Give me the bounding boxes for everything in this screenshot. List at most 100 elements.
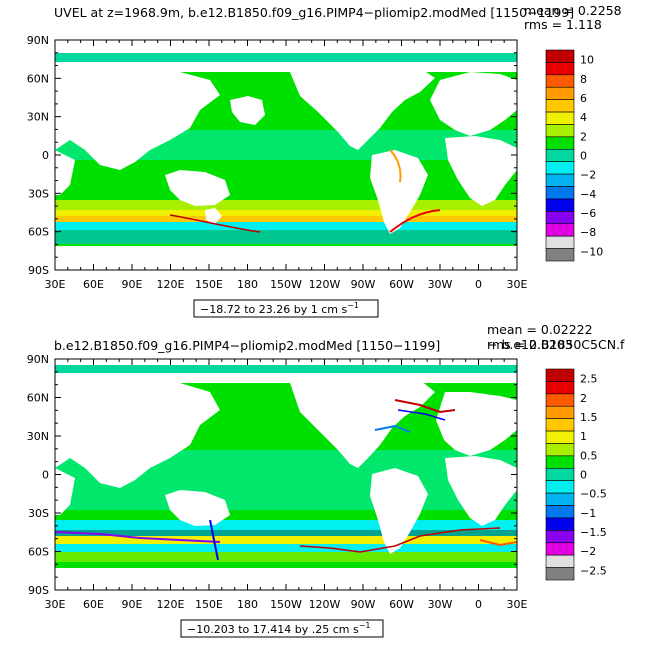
panel-title-extra: − b.e12.B1850C5CN.f xyxy=(487,337,625,352)
colorbar-swatch xyxy=(545,381,575,395)
y-axis: 90N 60N 30N 0 30S 60S 90S xyxy=(27,34,517,277)
rms-label: rms = 0.0203 xyxy=(487,337,573,352)
y-tick-label: 90S xyxy=(28,264,49,277)
colorbar-swatch xyxy=(545,248,575,262)
colorbar-swatch xyxy=(545,393,575,407)
colorbar-swatch xyxy=(545,49,575,63)
x-tick-label: 90E xyxy=(122,278,143,291)
mean-label: mean = 0.02222 xyxy=(487,322,593,337)
x-tick-label: 0 xyxy=(475,278,482,291)
colorbar-swatch xyxy=(545,211,575,225)
x-tick-label: 60E xyxy=(83,278,104,291)
colorbar-label: −4 xyxy=(580,188,596,201)
colorbar-swatch xyxy=(545,99,575,113)
x-tick-label: 150E xyxy=(195,598,223,611)
range-exponent: −1 xyxy=(359,621,371,630)
colorbar-label: 2.5 xyxy=(580,373,598,386)
colorbar-swatch xyxy=(545,136,575,150)
colorbar: 10 8 6 4 2 0 −2 −4 −6 −8 −10 xyxy=(545,49,603,262)
range-text: −10.203 to 17.414 by .25 cm s xyxy=(187,623,359,636)
colorbar-swatch xyxy=(545,517,575,531)
y-tick-label: 60N xyxy=(27,72,49,85)
colorbar-swatch xyxy=(545,542,575,556)
colorbar-swatch xyxy=(545,124,575,138)
panel-top: UVEL at z=1968.9m, b.e12.B1850.f09_g16.P… xyxy=(27,3,622,318)
y-tick-label: 30N xyxy=(27,430,49,443)
colorbar-label: 0.5 xyxy=(580,449,598,462)
y-axis: 90N 60N 30N 0 30S 60S 90S xyxy=(27,353,517,597)
colorbar-swatch xyxy=(545,505,575,519)
x-tick-label: 0 xyxy=(475,598,482,611)
x-tick-label: 180 xyxy=(237,598,258,611)
y-tick-label: 30N xyxy=(27,111,49,124)
y-tick-label: 90N xyxy=(27,353,49,366)
land xyxy=(55,378,517,554)
x-tick-label: 150W xyxy=(270,278,302,291)
y-tick-label: 0 xyxy=(42,149,49,162)
x-tick-label: 30E xyxy=(45,598,66,611)
colorbar-label: −6 xyxy=(580,207,596,220)
colorbar-label: 1.5 xyxy=(580,411,598,424)
y-tick-label: 0 xyxy=(42,469,49,482)
x-tick-label: 60E xyxy=(83,598,104,611)
colorbar-label: 0 xyxy=(580,469,587,482)
y-tick-label: 60S xyxy=(28,226,49,239)
colorbar-swatch xyxy=(545,173,575,187)
colorbar-swatch xyxy=(545,443,575,457)
x-tick-label: 120W xyxy=(309,278,341,291)
colorbar: 2.5 2 1.5 1 0.5 0 −0.5 −1 −1.5 −2 −2.5 xyxy=(545,368,607,581)
x-tick-label: 30E xyxy=(507,598,528,611)
colorbar-swatch xyxy=(545,198,575,212)
colorbar-swatch xyxy=(545,86,575,100)
colorbar-label: −8 xyxy=(580,226,596,239)
land xyxy=(55,66,517,234)
colorbar-label: −0.5 xyxy=(580,488,607,501)
colorbar-swatch xyxy=(545,148,575,163)
colorbar-swatch xyxy=(545,430,575,444)
x-axis: 30E 60E 90E 120E 150E 180 150W 120W 90W 60W 30W 0 30… xyxy=(45,40,528,291)
y-tick-label: 90N xyxy=(27,34,49,47)
colorbar-swatch xyxy=(545,62,575,76)
colorbar-label: 2 xyxy=(580,392,587,405)
colorbar-label: −2.5 xyxy=(580,564,607,577)
range-exponent: −1 xyxy=(347,301,359,310)
range-box: −18.72 to 23.26 by 1 cm s−1 xyxy=(193,299,379,318)
mean-label: mean = 0.2258 xyxy=(524,3,622,18)
x-tick-label: 120E xyxy=(157,278,185,291)
colorbar-swatch xyxy=(545,405,575,419)
colorbar-label: −1 xyxy=(580,507,596,520)
colorbar-swatch xyxy=(545,467,575,482)
x-tick-label: 120E xyxy=(157,598,185,611)
range-box: −10.203 to 17.414 by .25 cm s−1 xyxy=(180,619,384,638)
colorbar-label: 10 xyxy=(580,54,594,67)
colorbar-label: −1.5 xyxy=(580,526,607,539)
colorbar-label: 0 xyxy=(580,150,587,163)
svg-text:−10.203 to 17.414 by .25 cm s−: −10.203 to 17.414 by .25 cm s−1 xyxy=(187,621,371,636)
x-tick-label: 60W xyxy=(389,278,414,291)
x-tick-label: 150W xyxy=(270,598,302,611)
colorbar-label: 1 xyxy=(580,430,587,443)
y-tick-label: 90S xyxy=(28,584,49,597)
colorbar-label: −2 xyxy=(580,545,596,558)
colorbar-swatch xyxy=(545,455,575,469)
colorbar-swatch xyxy=(545,186,575,200)
rms-label: rms = 1.118 xyxy=(524,17,602,32)
x-tick-label: 30W xyxy=(428,598,453,611)
x-tick-label: 120W xyxy=(309,598,341,611)
range-text: −18.72 to 23.26 by 1 cm s xyxy=(200,303,347,316)
x-tick-label: 60W xyxy=(389,598,414,611)
x-tick-label: 150E xyxy=(195,278,223,291)
map-field xyxy=(55,40,517,270)
colorbar-label: 4 xyxy=(580,111,587,124)
colorbar-swatch xyxy=(545,530,575,544)
colorbar-swatch xyxy=(545,74,575,88)
colorbar-swatch xyxy=(545,492,575,506)
colorbar-label: 8 xyxy=(580,73,587,86)
x-tick-label: 30E xyxy=(507,278,528,291)
map-field xyxy=(55,359,517,590)
x-tick-label: 30E xyxy=(45,278,66,291)
y-tick-label: 60N xyxy=(27,392,49,405)
colorbar-swatch xyxy=(545,418,575,432)
colorbar-swatch xyxy=(545,368,575,382)
x-tick-label: 30W xyxy=(428,278,453,291)
